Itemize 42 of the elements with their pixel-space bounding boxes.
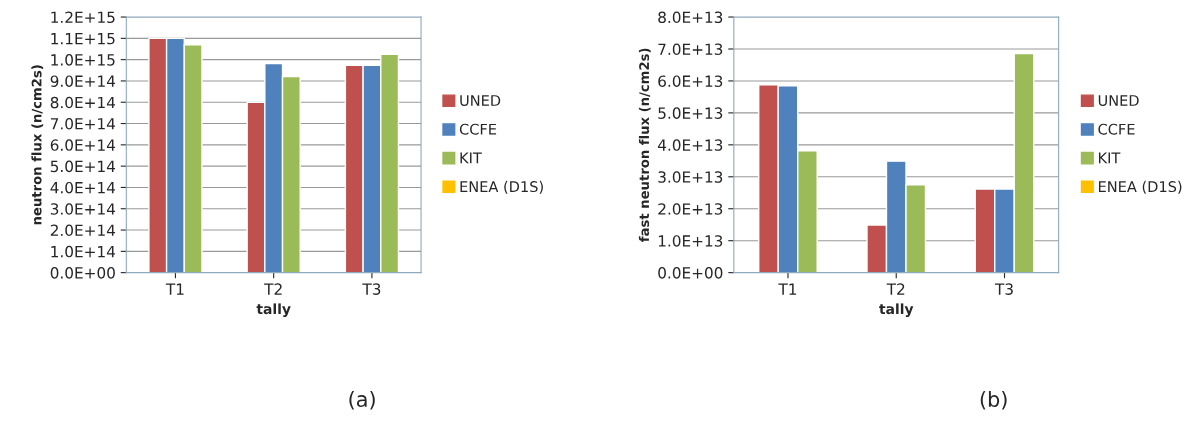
legend-label: ENEA (D1S) [1098,180,1182,194]
legend-label: KIT [1098,152,1121,164]
y-tick-label: 1.2E+15 [51,11,115,24]
y-axis-title: fast neutron flux (n/cm2s) [638,48,651,242]
y-tick-label: 6.0E+14 [50,139,116,151]
y-tick-label: 5.0E+13 [658,107,723,119]
y-tick-label: 6.0E+13 [658,75,723,87]
legend-label: UNED [460,95,501,107]
y-tick-label: 3.0E+13 [658,171,723,183]
legend-label: ENEA (D1S) [460,180,543,194]
y-axis-title: neutron flux (n/cm2s) [31,65,44,225]
x-tick-label: T1 [778,283,797,295]
x-tick-label: T3 [362,283,381,295]
y-tick-label: 3.0E+14 [50,203,116,215]
y-tick-label: 8.0E+13 [658,11,723,24]
legend-label: CCFE [459,123,497,135]
x-tick-label: T3 [994,283,1013,295]
x-tick-label: T2 [264,283,282,295]
x-axis-title: tally [879,303,914,317]
x-axis-title: tally [256,303,291,317]
y-tick-label: 4.0E+13 [657,139,723,151]
legend-label: UNED [1098,95,1139,107]
y-tick-label: 2.0E+13 [658,203,723,215]
y-tick-label: 4.0E+14 [50,181,116,194]
y-tick-label: 0.0E+00 [658,267,723,279]
text: (a) [349,390,375,410]
y-tick-label: 1.0E+15 [51,54,115,66]
y-tick-label: 1.1E+15 [51,33,115,45]
y-tick-label: 7.0E+13 [658,43,723,56]
y-tick-label: 0.0E+00 [50,267,115,279]
y-tick-label: 7.0E+14 [50,118,116,130]
y-tick-label: 1.0E+13 [658,235,723,247]
y-tick-label: 8.0E+14 [50,96,116,109]
y-tick-label: 5.0E+14 [50,160,116,173]
legend-label: KIT [460,152,482,164]
y-tick-label: 1.0E+14 [51,245,116,258]
y-tick-label: 2.0E+14 [50,224,116,237]
x-tick-label: T1 [165,283,184,295]
x-tick-label: T2 [886,283,905,295]
text: (b) [980,390,1007,410]
y-tick-label: 9.0E+14 [50,75,116,87]
legend-label: CCFE [1098,123,1135,135]
